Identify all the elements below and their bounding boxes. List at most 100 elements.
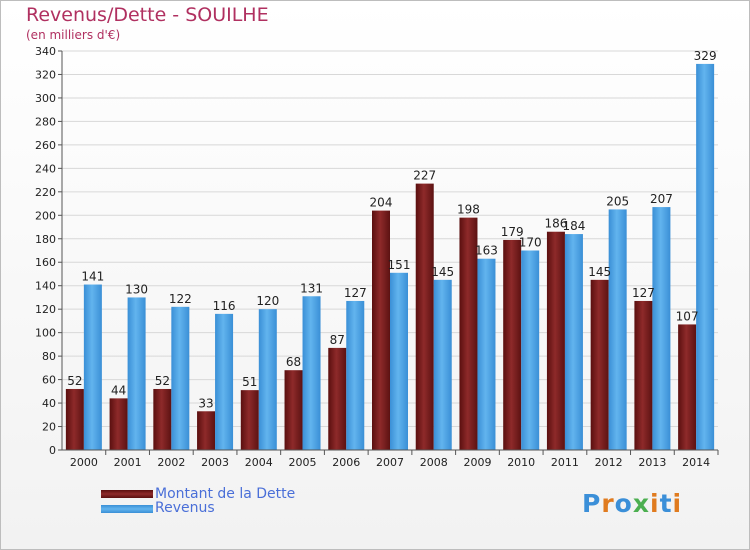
bar-dette	[372, 210, 390, 450]
bar-dette	[590, 279, 609, 450]
data-label: 198	[457, 203, 480, 217]
y-tick-label: 0	[49, 444, 56, 457]
y-tick-label: 260	[35, 139, 56, 152]
bar-revenus	[521, 250, 540, 450]
x-tick-label: 2004	[245, 456, 273, 469]
data-label: 52	[67, 374, 82, 388]
logo-letter: r	[601, 489, 615, 518]
data-label: 227	[413, 169, 436, 183]
x-tick-label: 2013	[638, 456, 666, 469]
data-label: 186	[544, 217, 567, 231]
y-tick-label: 220	[35, 186, 56, 199]
y-tick-label: 40	[42, 397, 56, 410]
x-axis: 2000 2001 2002 2003 2004 2005 2006 2007 2008 2009…	[62, 449, 719, 469]
data-label: 51	[242, 375, 257, 389]
bar-revenus	[215, 313, 234, 450]
data-label: 141	[81, 270, 104, 284]
data-label: 44	[111, 383, 126, 397]
data-label: 33	[198, 396, 213, 410]
bar-dette	[153, 388, 172, 450]
logo-letter: i	[672, 489, 683, 518]
bar-dette	[240, 390, 259, 450]
data-label: 205	[606, 194, 629, 208]
bar-revenus	[433, 279, 452, 450]
y-tick-label: 140	[35, 280, 56, 293]
x-tick-label: 2005	[289, 456, 317, 469]
data-label: 151	[388, 258, 411, 272]
bar-revenus	[83, 284, 102, 450]
bar-revenus	[127, 297, 146, 450]
data-label: 163	[475, 244, 498, 258]
logo-letter: x	[632, 489, 650, 518]
bar-dette	[197, 411, 216, 450]
data-label: 107	[676, 309, 699, 323]
bar-revenus	[608, 209, 627, 450]
data-label: 207	[650, 192, 673, 206]
bar-dette	[459, 217, 478, 450]
data-label: 184	[562, 219, 585, 233]
bar-revenus	[258, 309, 277, 450]
legend-label-revenus: Revenus	[155, 500, 215, 516]
logo-letter: o	[614, 489, 633, 518]
bar-dette	[546, 231, 565, 450]
logo-letter: P	[582, 489, 602, 518]
bar-dette	[284, 370, 303, 450]
y-tick-label: 240	[35, 162, 56, 175]
data-label: 179	[501, 225, 524, 239]
data-label: 329	[694, 49, 717, 63]
chart-title: Revenus/Dette - SOUILHE	[26, 4, 269, 26]
bar-dette	[415, 183, 434, 450]
bar-revenus	[171, 306, 190, 450]
data-label: 116	[213, 299, 236, 313]
data-label: 122	[169, 292, 192, 306]
data-label: 127	[344, 286, 367, 300]
bar-dette	[109, 398, 128, 450]
bar-revenus	[652, 207, 671, 450]
logo-letter: t	[659, 489, 673, 518]
y-tick-label: 60	[42, 374, 56, 387]
bar-revenus	[302, 296, 321, 450]
y-tick-label: 120	[35, 303, 56, 316]
x-tick-label: 2010	[507, 456, 535, 469]
bar-revenus	[477, 258, 496, 450]
chart-subtitle: (en milliers d'€)	[26, 28, 121, 42]
bar-revenus	[696, 63, 715, 451]
data-label: 145	[588, 265, 611, 279]
bar-dette	[503, 239, 522, 450]
y-axis: 0 20 40 60 80 100 120 140 160 180 200 220 240 260 280 3…	[35, 45, 63, 457]
logo-letter: i	[650, 489, 660, 518]
data-label: 204	[370, 196, 393, 210]
x-tick-label: 2011	[551, 456, 579, 469]
x-tick-label: 2006	[332, 456, 360, 469]
bars	[65, 63, 715, 451]
bar-revenus	[564, 234, 583, 450]
bar-dette	[328, 347, 347, 450]
data-label: 170	[519, 236, 542, 250]
y-tick-label: 100	[35, 327, 56, 340]
data-label: 120	[256, 294, 279, 308]
y-tick-label: 160	[35, 256, 56, 269]
x-tick-label: 2000	[70, 456, 98, 469]
bar-dette	[678, 324, 697, 450]
legend-swatch-revenus	[101, 505, 153, 513]
data-labels: 52 141 44 130 52 122 33 116 51 120 68 131 87 127 204 15…	[67, 49, 716, 410]
x-tick-label: 2014	[682, 456, 710, 469]
data-label: 87	[330, 333, 345, 347]
proxiti-logo: Proxiti	[582, 489, 682, 518]
x-tick-label: 2003	[201, 456, 229, 469]
data-label: 131	[300, 281, 323, 295]
x-tick-label: 2001	[114, 456, 142, 469]
bar-dette	[65, 388, 84, 450]
y-tick-label: 80	[42, 350, 56, 363]
x-tick-label: 2002	[157, 456, 185, 469]
data-label: 127	[632, 286, 655, 300]
data-label: 145	[431, 265, 454, 279]
y-tick-label: 180	[35, 233, 56, 246]
y-tick-label: 280	[35, 115, 56, 128]
y-tick-label: 300	[35, 92, 56, 105]
y-tick-label: 200	[35, 209, 56, 222]
x-tick-label: 2007	[376, 456, 404, 469]
data-label: 52	[155, 374, 170, 388]
bar-dette	[634, 300, 653, 450]
